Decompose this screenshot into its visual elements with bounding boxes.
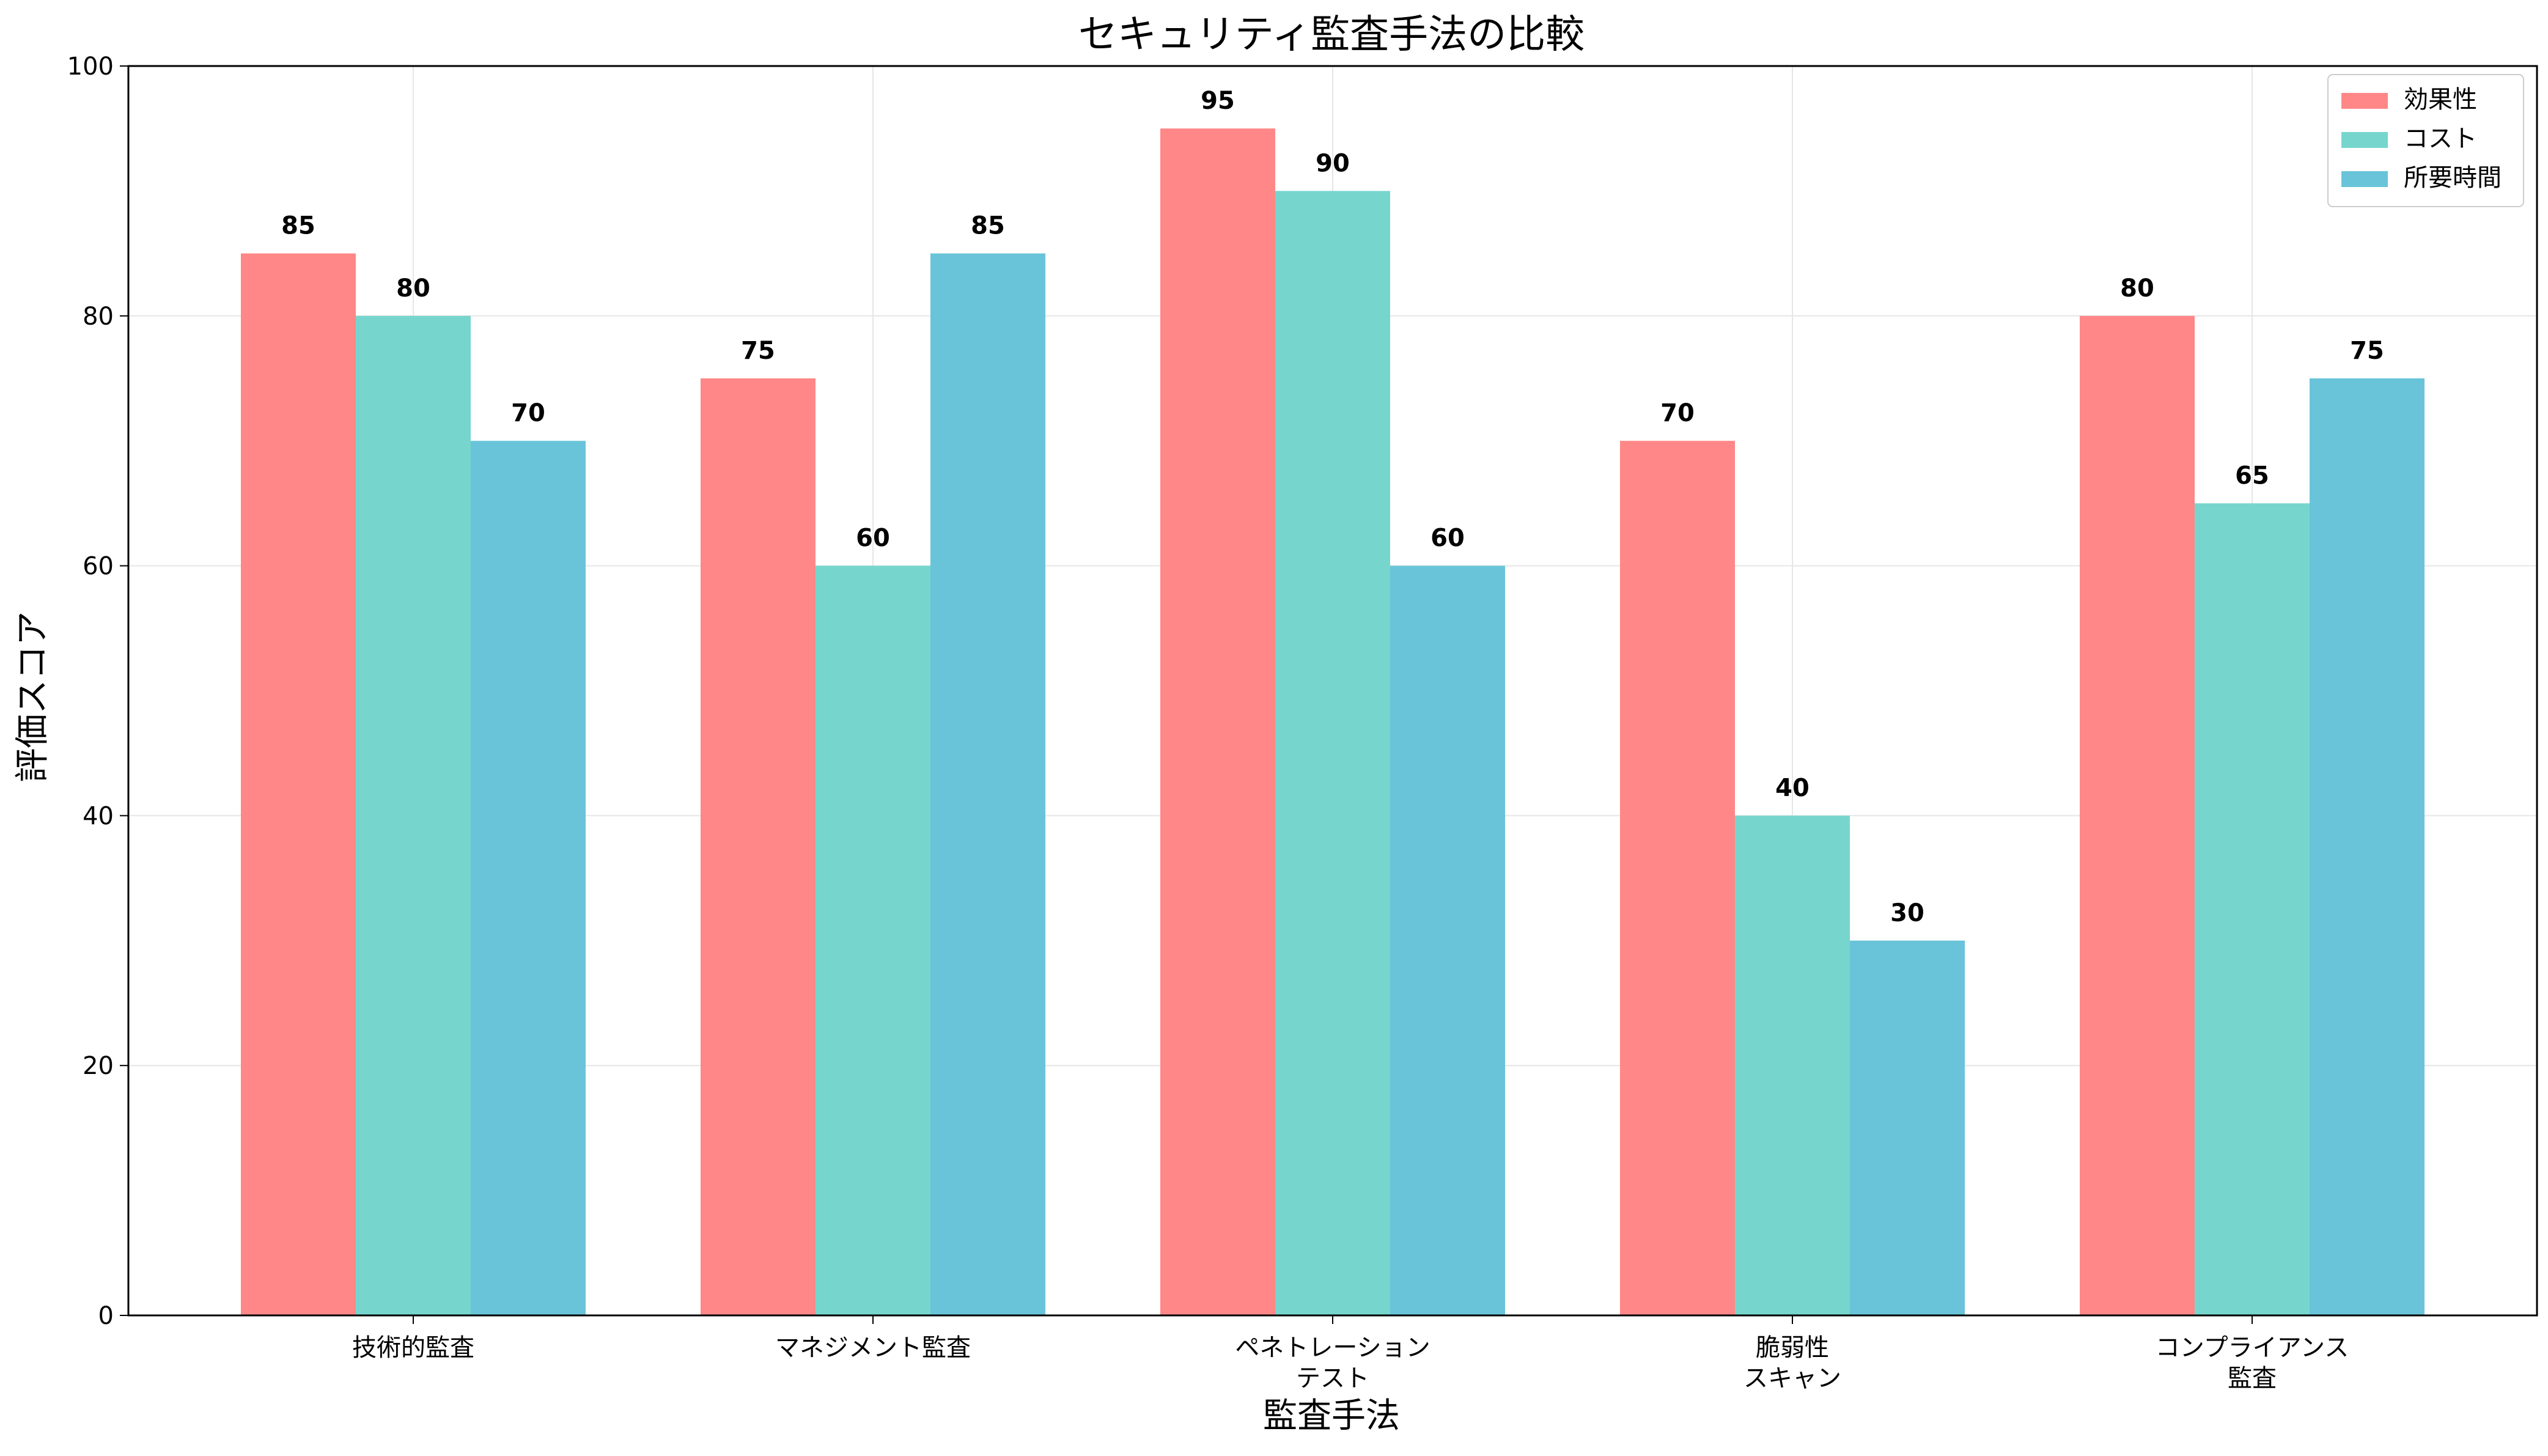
bar-value-label: 60	[856, 524, 890, 553]
bar	[930, 253, 1045, 1316]
x-tick-label: マネジメント監査	[775, 1334, 971, 1362]
bar-value-label: 95	[1201, 87, 1235, 115]
bar-value-label: 65	[2235, 461, 2269, 490]
value-labels: 85 80 70 75 60 85 95 90 60 70 40 30 80 65 75	[281, 87, 2384, 927]
chart-title: セキュリティ監査手法の比較	[1078, 12, 1585, 57]
bar	[1620, 441, 1735, 1316]
y-tick-label: 100	[67, 53, 114, 81]
y-tick-label: 0	[98, 1302, 114, 1330]
bar-value-label: 85	[971, 212, 1005, 240]
bar	[471, 441, 586, 1316]
bar	[2195, 503, 2310, 1315]
legend-label: 効果性	[2404, 86, 2477, 114]
legend-swatch	[2341, 132, 2388, 148]
y-axis-label: 評価スコア	[13, 611, 53, 782]
bar-value-label: 75	[2350, 337, 2384, 365]
bar-value-label: 85	[281, 212, 315, 240]
bar	[2080, 315, 2195, 1315]
bar-value-label: 75	[741, 337, 775, 365]
y-tick-label: 20	[83, 1052, 114, 1080]
x-tick-label: コンプライアンス	[2156, 1334, 2349, 1362]
bar	[1850, 940, 1965, 1315]
y-tick-label: 40	[83, 802, 114, 830]
bar-value-label: 70	[511, 399, 545, 427]
x-axis-label: 監査手法	[1263, 1396, 1400, 1436]
x-tick-label: ペネトレーション	[1235, 1334, 1430, 1362]
bar	[701, 378, 816, 1315]
legend-swatch	[2341, 93, 2388, 109]
bar	[2310, 378, 2425, 1315]
y-ticks: 0 20 40 60 80 100	[67, 53, 128, 1330]
x-tick-label: 監査	[2228, 1364, 2277, 1392]
bar	[1390, 565, 1505, 1315]
legend-swatch	[2341, 171, 2388, 187]
x-tick-label: スキャン	[1743, 1364, 1841, 1392]
bar-value-label: 90	[1316, 149, 1350, 177]
y-tick-label: 60	[83, 553, 114, 581]
bar	[241, 253, 356, 1316]
bar	[1160, 128, 1275, 1316]
x-tick-label: 技術的監査	[352, 1334, 474, 1362]
x-tick-label: テスト	[1296, 1364, 1369, 1392]
bar-value-label: 30	[1890, 899, 1924, 927]
bar-value-label: 70	[1660, 399, 1695, 427]
bar-value-label: 80	[396, 274, 430, 303]
bar	[356, 315, 471, 1315]
bar-value-label: 60	[1430, 524, 1465, 553]
x-tick-label: 脆弱性	[1756, 1334, 1829, 1362]
bar	[816, 565, 930, 1315]
bar	[1275, 191, 1390, 1315]
bar-value-label: 40	[1775, 774, 1810, 802]
bars	[241, 128, 2425, 1316]
legend-label: 所要時間	[2404, 164, 2502, 192]
bar-value-label: 80	[2120, 274, 2154, 303]
bar	[1735, 815, 1850, 1315]
y-tick-label: 80	[83, 303, 114, 331]
legend-label: コスト	[2404, 125, 2477, 153]
